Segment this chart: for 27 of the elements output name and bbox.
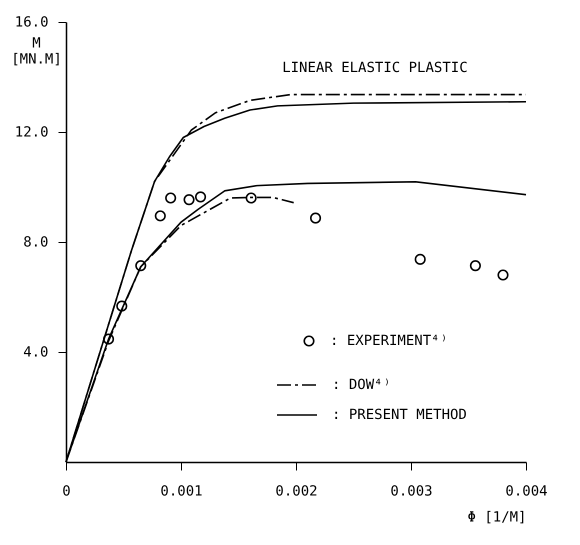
y-tick-label: 8.0 — [23, 234, 48, 250]
x-tick-label: 0.001 — [160, 484, 203, 500]
point — [470, 260, 481, 272]
x-tick-label: 0.002 — [275, 484, 318, 500]
y-tick-label: 4.0 — [23, 344, 48, 360]
y-axis-title: M [MN.M] — [11, 36, 62, 68]
point — [195, 191, 206, 202]
x-tick-label: 0.003 — [390, 484, 433, 500]
point — [135, 260, 146, 272]
point — [116, 300, 128, 312]
annotation: LINEAR ELASTIC PLASTIC — [282, 60, 468, 76]
point — [103, 334, 114, 345]
legend-label: : DOW⁴⁾ — [332, 377, 392, 393]
point — [184, 194, 195, 206]
legend-label: : PRESENT METHOD — [332, 407, 467, 423]
x-tick-label: 0.004 — [505, 484, 548, 500]
y-tick-label: 12.0 — [14, 124, 48, 140]
x-axis-title: Φ [1/M] — [467, 510, 526, 526]
point — [414, 254, 426, 265]
legend-label: : EXPERIMENT⁴⁾ — [330, 333, 448, 349]
y-tick-label: 16.0 — [14, 14, 48, 30]
x-tick-label: 0 — [62, 484, 71, 500]
point — [246, 192, 257, 204]
point — [154, 210, 166, 222]
point — [497, 269, 509, 281]
point — [310, 212, 322, 224]
point — [165, 192, 176, 204]
